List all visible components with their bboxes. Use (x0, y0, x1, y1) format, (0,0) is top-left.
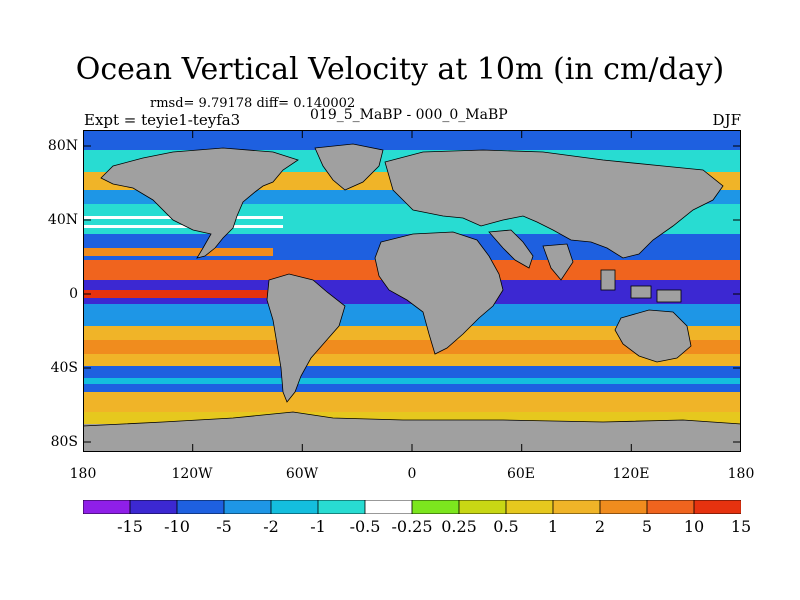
colorbar-swatch (317, 500, 366, 514)
arabia (488, 229, 534, 269)
antarctica (83, 411, 741, 452)
island-b (656, 289, 682, 303)
colorbar-swatch (223, 500, 272, 514)
chart-title: Ocean Vertical Velocity at 10m (in cm/da… (75, 52, 725, 87)
colorbar-swatch (364, 500, 413, 514)
north-america (100, 147, 299, 259)
colorbar-level-label: 15 (730, 517, 752, 536)
colorbar-level-label: -5 (216, 517, 232, 536)
colorbar-level-label: 0.25 (441, 517, 477, 536)
colorbar-swatch (129, 500, 178, 514)
greenland (314, 143, 384, 191)
period-label: 019_5_MaBP - 000_0_MaBP (310, 107, 508, 123)
colorbar-swatch (552, 500, 601, 514)
colorbar-level-label: -1 (310, 517, 326, 536)
colorbar-level-label: -0.25 (391, 517, 433, 536)
colorbar-swatch (599, 500, 648, 514)
colorbar-level-label: 2 (594, 517, 606, 536)
lon-label: 120E (612, 466, 650, 482)
colorbar-swatch (646, 500, 695, 514)
colorbar-swatch (505, 500, 554, 514)
lon-label: 180 (727, 466, 755, 482)
colorbar-swatch (176, 500, 225, 514)
south-america (266, 273, 346, 403)
map-plot (83, 130, 741, 452)
colorbar-swatch (693, 500, 741, 514)
land-masses (83, 143, 741, 452)
colorbar-level-label: -10 (164, 517, 190, 536)
season-label: DJF (712, 111, 741, 129)
lon-label: 180 (69, 466, 97, 482)
lon-label: 120W (171, 466, 213, 482)
colorbar-level-label: 1 (547, 517, 559, 536)
lat-label: 0 (69, 286, 78, 302)
lat-label: 40N (47, 212, 78, 228)
lon-label: 60E (506, 466, 536, 482)
axis-ticks (83, 130, 741, 452)
stats-label: rmsd= 9.79178 diff= 0.140002 (150, 96, 356, 111)
australia (614, 309, 692, 363)
lat-label: 40S (50, 360, 78, 376)
lon-label: 0 (407, 466, 417, 482)
colorbar-level-label: 10 (683, 517, 705, 536)
colorbar (83, 500, 741, 514)
colorbar-level-label: 5 (641, 517, 653, 536)
lat-label: 80N (47, 138, 78, 154)
africa (374, 231, 504, 355)
island-c (600, 269, 616, 291)
india (542, 243, 574, 281)
colorbar-level-label: -15 (117, 517, 143, 536)
experiment-label: Expt = teyie1-teyfa3 (84, 111, 241, 129)
colorbar-swatch (270, 500, 319, 514)
eurasia (384, 149, 724, 259)
colorbar-swatch (83, 500, 131, 514)
colorbar-level-label: -0.5 (349, 517, 381, 536)
colorbar-swatch (411, 500, 460, 514)
colorbar-swatch (458, 500, 507, 514)
lat-label: 80S (50, 434, 78, 450)
lon-label: 60W (285, 466, 319, 482)
colorbar-level-label: -2 (263, 517, 279, 536)
island-a (630, 285, 652, 299)
colorbar-level-label: 0.5 (493, 517, 519, 536)
